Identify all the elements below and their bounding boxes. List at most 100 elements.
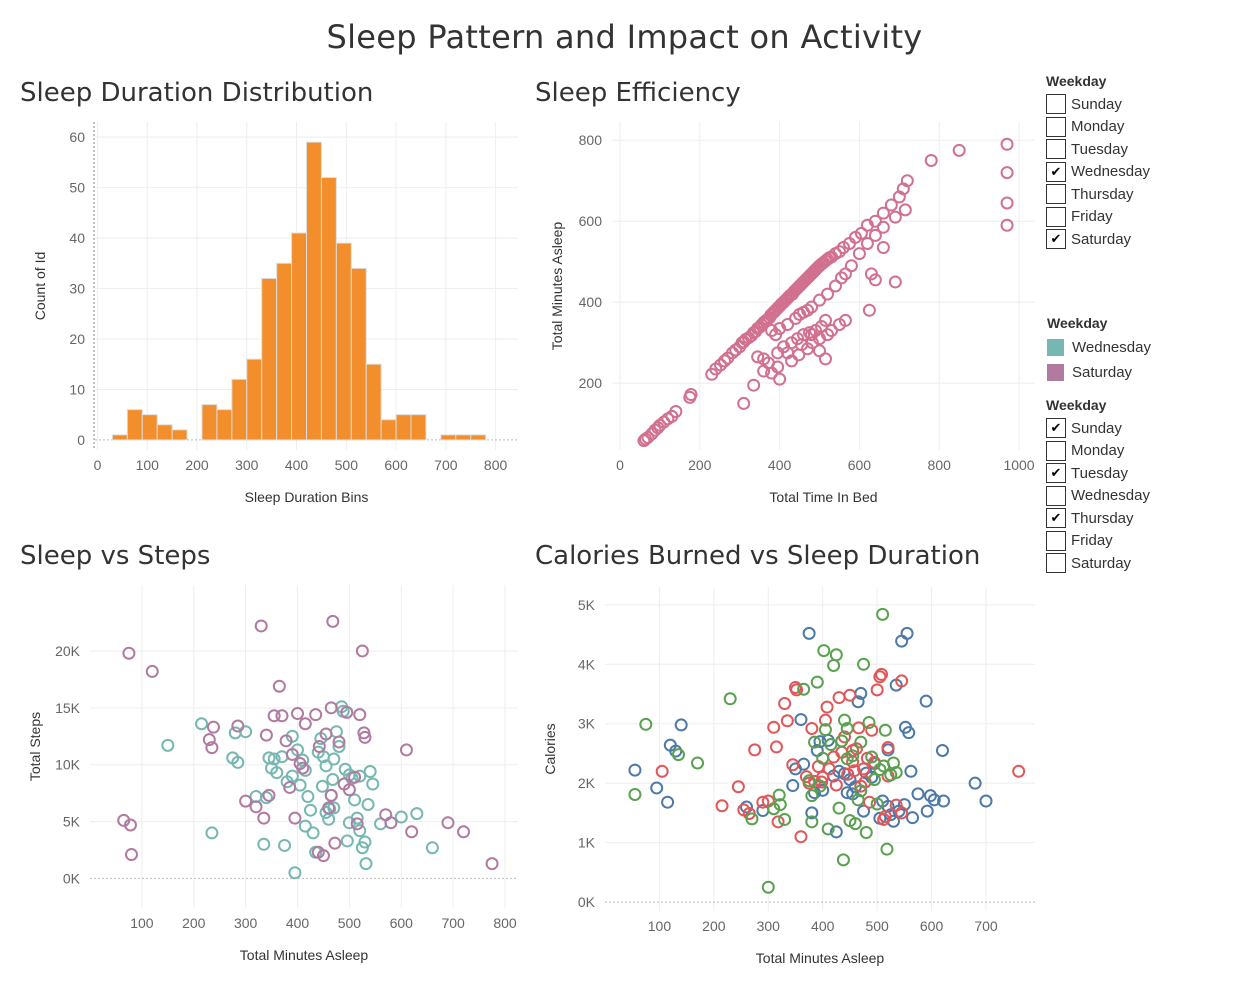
filter-top-item-saturday[interactable]: ✔ Saturday — [1046, 228, 1150, 251]
calories-point-green — [671, 748, 685, 762]
steps-point-saturday — [353, 708, 367, 722]
filter-bottom-checkbox[interactable]: ✔ — [1046, 508, 1066, 529]
steps-point-saturday — [340, 705, 354, 719]
steps-point-wednesday — [342, 816, 356, 830]
filter-top-item-thursday[interactable]: Thursday — [1046, 183, 1150, 206]
calories-point-red — [756, 795, 770, 809]
histogram-bar — [111, 434, 128, 441]
steps-point-saturday — [249, 800, 263, 814]
calories-x-tick: 100 — [648, 918, 672, 934]
filter-bottom-checkbox[interactable]: ✔ — [1046, 418, 1066, 439]
efficiency-point — [773, 372, 787, 386]
histogram-bar — [261, 277, 278, 441]
steps-point-wednesday — [205, 826, 219, 840]
efficiency-point — [832, 245, 846, 259]
efficiency-title: Sleep Efficiency — [535, 78, 741, 108]
filter-bottom-checkbox[interactable] — [1046, 440, 1066, 461]
efficiency-point — [765, 324, 779, 338]
steps-point-saturday — [326, 614, 340, 628]
steps-point-saturday — [322, 801, 336, 815]
calories-point-red — [748, 743, 762, 757]
histogram-bar — [231, 378, 248, 441]
calories-point-blue — [904, 764, 918, 778]
calories-point-blue — [650, 781, 664, 795]
calories-point-green — [813, 779, 827, 793]
steps-point-saturday — [312, 740, 326, 753]
calories-point-green — [859, 826, 873, 840]
filter-top-item-friday[interactable]: Friday — [1046, 206, 1150, 229]
calories-point-red — [895, 674, 909, 688]
efficiency-y-tick: 600 — [579, 213, 603, 229]
filter-bottom-checkbox[interactable] — [1046, 553, 1066, 574]
calories-point-green — [827, 658, 841, 672]
calories-point-green — [837, 713, 851, 727]
calories-point-red — [794, 830, 808, 844]
calories-point-green — [848, 817, 862, 831]
filter-bottom-item-monday[interactable]: Monday — [1046, 440, 1150, 463]
filter-bottom-checkbox[interactable]: ✔ — [1046, 463, 1066, 484]
filter-top-checkbox[interactable]: ✔ — [1046, 161, 1066, 182]
efficiency-point — [824, 324, 838, 338]
calories-point-green — [628, 787, 642, 801]
calories-point-blue — [927, 793, 941, 807]
steps-point-saturday — [309, 708, 323, 722]
filter-top-checkbox[interactable] — [1046, 94, 1066, 115]
hist-x-tick: 300 — [235, 457, 259, 473]
efficiency-point — [795, 338, 809, 352]
filter-top-item-tuesday[interactable]: Tuesday — [1046, 138, 1150, 161]
histogram-bar — [335, 242, 352, 441]
legend-swatch — [1047, 339, 1064, 356]
calories-point-red — [816, 770, 830, 784]
filter-bottom-item-friday[interactable]: Friday — [1046, 530, 1150, 553]
steps-x-tick: 800 — [493, 915, 517, 931]
efficiency-point — [813, 293, 827, 307]
calories-point-green — [805, 815, 819, 829]
efficiency-point — [898, 203, 912, 217]
filter-top-checkbox[interactable] — [1046, 184, 1066, 205]
filter-bottom-item-thursday[interactable]: ✔ Thursday — [1046, 507, 1150, 530]
calories-point-blue — [895, 634, 909, 648]
filter-top-checkbox[interactable] — [1046, 139, 1066, 160]
filter-bottom-item-saturday[interactable]: Saturday — [1046, 552, 1150, 575]
calories-x-tick: 300 — [757, 918, 781, 934]
legend-item-wednesday[interactable]: Wednesday — [1047, 335, 1151, 360]
calories-point-green — [778, 812, 792, 826]
histogram-bar — [320, 177, 337, 441]
calories-point-blue — [900, 626, 914, 640]
histogram-bar — [246, 358, 263, 441]
calories-point-red — [841, 767, 855, 781]
histogram-bar — [306, 141, 322, 441]
filter-bottom-item-tuesday[interactable]: ✔ Tuesday — [1046, 462, 1150, 485]
filter-top-checkbox[interactable] — [1046, 116, 1066, 137]
calories-point-blue — [794, 713, 808, 727]
filter-bottom-checkbox[interactable] — [1046, 530, 1066, 551]
calories-point-green — [797, 682, 811, 696]
calories-point-green — [810, 675, 824, 689]
filter-top-checkbox[interactable]: ✔ — [1046, 229, 1066, 250]
filter-top-item-sunday[interactable]: Sunday — [1046, 93, 1150, 116]
calories-point-blue — [805, 806, 819, 820]
filter-bottom-item-wednesday[interactable]: Wednesday — [1046, 485, 1150, 508]
calories-point-red — [771, 815, 785, 829]
calories-point-green — [889, 765, 903, 779]
legend-item-saturday[interactable]: Saturday — [1047, 360, 1151, 385]
calories-point-blue — [906, 811, 920, 825]
efficiency-point — [684, 388, 698, 402]
calories-point-green — [840, 721, 854, 735]
calories-point-blue — [661, 795, 675, 809]
efficiency-x-axis-label: Total Time In Bed — [769, 489, 877, 505]
histogram-bar — [455, 434, 472, 441]
calories-point-green — [862, 716, 876, 730]
hist-x-tick: 400 — [285, 457, 309, 473]
filter-top-item-wednesday[interactable]: ✔ Wednesday — [1046, 161, 1150, 184]
filter-bottom-item-sunday[interactable]: ✔ Sunday — [1046, 417, 1150, 440]
filter-bottom-checkbox[interactable] — [1046, 485, 1066, 506]
hist-x-tick: 600 — [384, 457, 408, 473]
efficiency-x-tick: 0 — [616, 457, 624, 473]
steps-point-wednesday — [301, 790, 315, 804]
filter-top-item-monday[interactable]: Monday — [1046, 116, 1150, 139]
steps-y-tick: 15K — [55, 700, 81, 716]
filter-top-checkbox[interactable] — [1046, 206, 1066, 227]
steps-point-saturday — [205, 741, 219, 755]
legend-swatch — [1047, 364, 1064, 381]
